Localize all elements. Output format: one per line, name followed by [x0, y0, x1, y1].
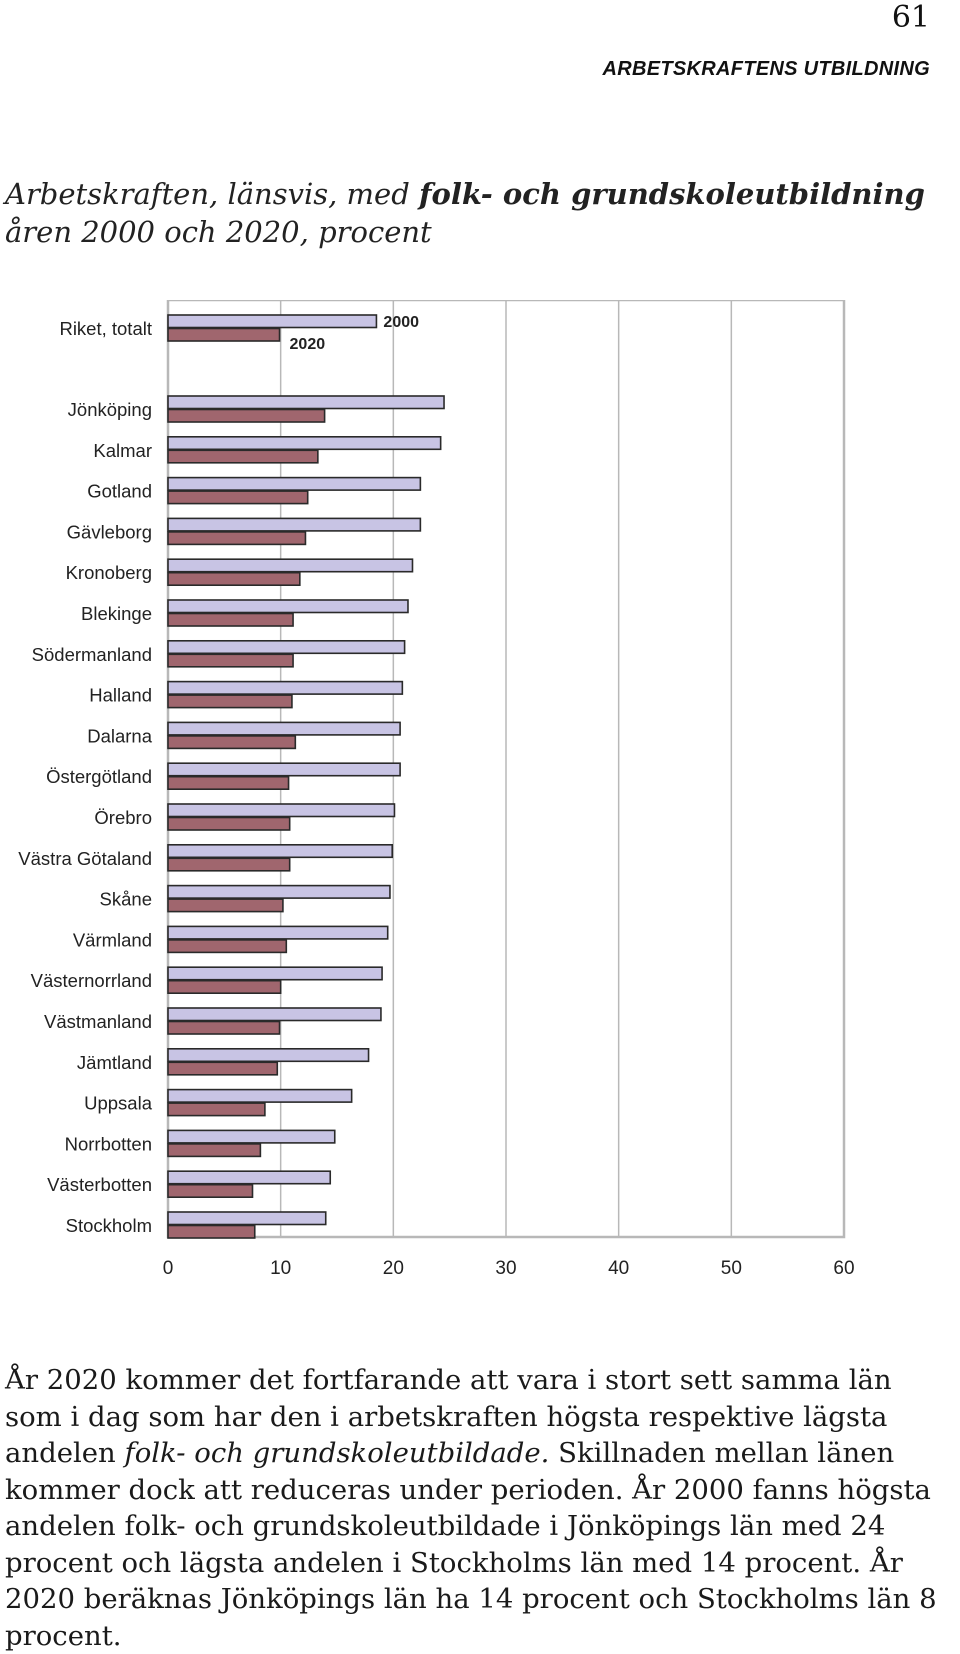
- series-label-2020: 2020: [290, 336, 326, 353]
- bars-layer: [167, 314, 445, 1239]
- bar-2000: [167, 884, 391, 899]
- bar-2020: [167, 1102, 266, 1117]
- category-label: Skåne: [100, 889, 152, 910]
- bar-2000: [167, 721, 401, 736]
- bar-2020: [167, 816, 291, 831]
- body-text-italic: folk- och grundskoleutbildade.: [124, 1437, 550, 1469]
- chart-title-bold: folk- och grundskoleutbildning: [419, 177, 925, 211]
- bar-2020: [167, 327, 281, 342]
- category-label: Blekinge: [81, 603, 152, 624]
- x-tick-label: 40: [608, 1258, 629, 1279]
- category-label: Västra Götaland: [18, 848, 152, 869]
- bar-2020: [167, 775, 290, 791]
- bar-2000: [167, 1211, 327, 1226]
- running-header: ARBETSKRAFTENS UTBILDNING: [602, 58, 930, 80]
- x-tick-label: 20: [383, 1258, 404, 1279]
- bar-2000: [167, 395, 445, 410]
- bar-2000: [167, 1088, 353, 1103]
- category-label: Stockholm: [66, 1215, 152, 1236]
- chart-title-part2: åren 2000 och 2020, procent: [5, 215, 432, 249]
- series-label-2000: 2000: [383, 314, 419, 331]
- bar-2020: [167, 1224, 256, 1239]
- bar-2000: [167, 599, 409, 614]
- category-label: Södermanland: [32, 644, 152, 665]
- category-label: Värmland: [73, 929, 152, 950]
- bar-2000: [167, 1170, 332, 1185]
- chart-title-part1: Arbetskraften, länsvis, med: [5, 177, 420, 211]
- bar-2000: [167, 639, 406, 655]
- x-tick-label: 60: [833, 1258, 854, 1279]
- bar-2000: [167, 803, 396, 818]
- category-label: Västernorrland: [31, 970, 152, 991]
- bar-2000: [167, 925, 389, 940]
- bar-2020: [167, 1183, 254, 1199]
- bar-2020: [167, 490, 309, 505]
- bar-2000: [167, 1007, 382, 1022]
- category-label: Östergötland: [46, 766, 152, 787]
- bar-2000: [167, 1129, 336, 1144]
- bar-2000: [167, 517, 422, 532]
- category-label: Jämtland: [77, 1052, 152, 1073]
- category-label: Kronoberg: [66, 562, 152, 583]
- category-label: Riket, totalt: [59, 318, 152, 339]
- bar-2020: [167, 1020, 281, 1035]
- bar-2020: [167, 979, 282, 995]
- bar-2020: [167, 1061, 279, 1076]
- bar-2020: [167, 694, 293, 709]
- category-label: Kalmar: [93, 440, 152, 461]
- x-tick-label: 50: [721, 1258, 742, 1279]
- x-tick-label: 0: [163, 1258, 174, 1279]
- bar-2020: [167, 408, 326, 423]
- chart-title: Arbetskraften, länsvis, med folk- och gr…: [5, 175, 925, 251]
- bar-2020: [167, 898, 284, 913]
- bar-2020: [167, 571, 301, 587]
- bar-2000: [167, 966, 383, 981]
- page-number: 61: [891, 0, 930, 35]
- bar-chart: 0 10 20 30 40 50 60 Riket, totalt Jönköping Kalma…: [18, 300, 855, 1279]
- bar-2020: [167, 653, 294, 668]
- bar-2000: [167, 1047, 370, 1063]
- bar-2020: [167, 857, 291, 872]
- bar-2000: [167, 476, 422, 491]
- category-label: Halland: [89, 685, 152, 706]
- category-label: Gotland: [87, 481, 152, 502]
- category-label: Gävleborg: [67, 521, 152, 542]
- category-label: Jönköping: [68, 399, 152, 420]
- category-label: Norrbotten: [65, 1133, 152, 1154]
- bar-2020: [167, 1143, 262, 1158]
- x-tick-label: 10: [270, 1258, 291, 1279]
- bar-2020: [167, 939, 288, 954]
- bar-2000: [167, 436, 442, 451]
- bar-2000: [167, 762, 401, 777]
- category-label: Uppsala: [84, 1093, 153, 1114]
- category-label: Örebro: [94, 807, 152, 828]
- category-label: Dalarna: [87, 725, 152, 746]
- bar-2000: [167, 314, 378, 329]
- bar-2000: [167, 680, 404, 695]
- labels-layer: 0 10 20 30 40 50 60 Riket, totalt Jönköping Kalma…: [18, 314, 854, 1279]
- bar-2020: [167, 612, 294, 627]
- x-tick-label: 30: [495, 1258, 516, 1279]
- category-label: Västerbotten: [47, 1174, 152, 1195]
- bar-2000: [167, 843, 394, 859]
- body-text: År 2020 kommer det fortfarande att vara …: [5, 1362, 950, 1654]
- bar-2000: [167, 558, 414, 573]
- bar-2020: [167, 531, 307, 546]
- bar-2020: [167, 735, 297, 750]
- category-label: Västmanland: [44, 1011, 152, 1032]
- bar-2020: [167, 449, 319, 464]
- body-text-part1: År 2020 kommer det fortfarande att vara …: [5, 1364, 892, 1469]
- body-text-part2: Skillnaden mellan länen kommer dock att …: [5, 1437, 937, 1652]
